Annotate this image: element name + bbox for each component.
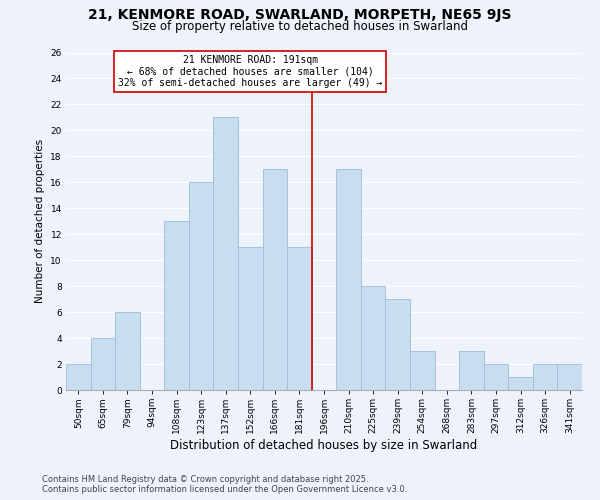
- Text: 21, KENMORE ROAD, SWARLAND, MORPETH, NE65 9JS: 21, KENMORE ROAD, SWARLAND, MORPETH, NE6…: [88, 8, 512, 22]
- Bar: [164, 221, 189, 390]
- Bar: [533, 364, 557, 390]
- Bar: [361, 286, 385, 390]
- Bar: [508, 377, 533, 390]
- Bar: [484, 364, 508, 390]
- Text: Size of property relative to detached houses in Swarland: Size of property relative to detached ho…: [132, 20, 468, 33]
- Bar: [214, 118, 238, 390]
- Bar: [287, 247, 312, 390]
- Bar: [66, 364, 91, 390]
- Bar: [189, 182, 214, 390]
- Text: Contains HM Land Registry data © Crown copyright and database right 2025.
Contai: Contains HM Land Registry data © Crown c…: [42, 474, 407, 494]
- Bar: [557, 364, 582, 390]
- Bar: [385, 299, 410, 390]
- Bar: [459, 351, 484, 390]
- Text: 21 KENMORE ROAD: 191sqm
← 68% of detached houses are smaller (104)
32% of semi-d: 21 KENMORE ROAD: 191sqm ← 68% of detache…: [118, 55, 382, 88]
- Bar: [91, 338, 115, 390]
- Bar: [238, 247, 263, 390]
- Bar: [115, 312, 140, 390]
- Y-axis label: Number of detached properties: Number of detached properties: [35, 139, 45, 304]
- X-axis label: Distribution of detached houses by size in Swarland: Distribution of detached houses by size …: [170, 439, 478, 452]
- Bar: [336, 170, 361, 390]
- Bar: [263, 170, 287, 390]
- Bar: [410, 351, 434, 390]
